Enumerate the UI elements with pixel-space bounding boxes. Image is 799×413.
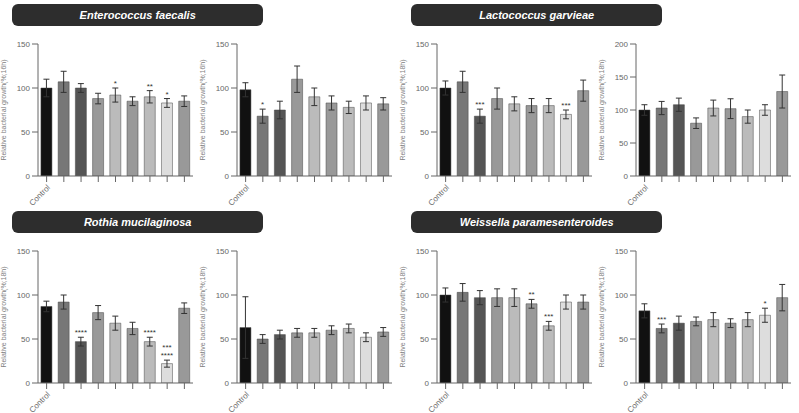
svg-text:****: **** xyxy=(75,328,87,337)
svg-text:Control: Control xyxy=(625,389,650,412)
svg-text:Relative bacterial growth(%;18: Relative bacterial growth(%;18h) xyxy=(598,266,606,367)
svg-text:0: 0 xyxy=(225,172,230,181)
svg-text:150: 150 xyxy=(17,40,31,49)
svg-text:Relative bacterial growth(%;18: Relative bacterial growth(%;18h) xyxy=(399,59,407,160)
svg-text:***: *** xyxy=(162,343,171,352)
svg-text:***: *** xyxy=(544,312,553,321)
svg-text:Control: Control xyxy=(426,183,451,206)
svg-text:**: ** xyxy=(147,82,153,91)
svg-text:50: 50 xyxy=(619,139,628,148)
svg-text:*: * xyxy=(763,299,766,308)
svg-text:Relative bacterial growth(%;18: Relative bacterial growth(%;18h) xyxy=(199,266,207,367)
svg-text:*: * xyxy=(165,90,168,99)
svg-text:Control: Control xyxy=(226,389,251,412)
svg-text:Relative bacterial growth(%;16: Relative bacterial growth(%;16h) xyxy=(199,59,207,160)
svg-text:50: 50 xyxy=(619,334,628,343)
svg-text:**: ** xyxy=(528,290,534,299)
svg-text:100: 100 xyxy=(615,106,629,115)
svg-text:100: 100 xyxy=(416,290,430,299)
svg-text:Control: Control xyxy=(27,183,52,206)
svg-text:200: 200 xyxy=(615,40,629,49)
svg-text:150: 150 xyxy=(615,246,629,255)
svg-text:100: 100 xyxy=(216,290,230,299)
svg-text:0: 0 xyxy=(624,378,629,387)
html-text:Weissella paramesenteroides: Weissella paramesenteroides xyxy=(459,215,614,228)
svg-text:150: 150 xyxy=(416,246,430,255)
html-text:Enterococcus faecalis: Enterococcus faecalis xyxy=(79,9,196,21)
svg-text:Relative bacterial growth(%;18: Relative bacterial growth(%;18h) xyxy=(8,266,9,367)
svg-text:100: 100 xyxy=(17,290,31,299)
svg-text:0: 0 xyxy=(26,378,31,387)
svg-text:Control: Control xyxy=(426,389,451,412)
svg-text:100: 100 xyxy=(416,84,430,93)
svg-text:50: 50 xyxy=(420,334,429,343)
svg-text:*: * xyxy=(114,79,117,88)
svg-text:50: 50 xyxy=(220,128,229,137)
svg-text:100: 100 xyxy=(17,84,31,93)
svg-text:***: *** xyxy=(657,315,666,324)
svg-text:150: 150 xyxy=(216,40,230,49)
svg-text:*: * xyxy=(261,100,264,109)
svg-text:50: 50 xyxy=(21,128,30,137)
svg-text:Relative bacterial growth(%;16: Relative bacterial growth(%;16h) xyxy=(8,59,9,160)
svg-text:50: 50 xyxy=(21,334,30,343)
svg-text:Control: Control xyxy=(27,389,52,412)
svg-text:0: 0 xyxy=(425,172,430,181)
svg-text:****: **** xyxy=(144,328,156,337)
svg-text:Control: Control xyxy=(226,183,251,206)
html-text:Lactococcus garvieae: Lactococcus garvieae xyxy=(479,9,595,21)
svg-text:Relative bacterial growth(%;18: Relative bacterial growth(%;18h) xyxy=(598,59,606,160)
svg-text:100: 100 xyxy=(216,84,230,93)
svg-text:0: 0 xyxy=(425,378,430,387)
svg-text:0: 0 xyxy=(26,172,31,181)
svg-text:150: 150 xyxy=(216,246,230,255)
svg-text:50: 50 xyxy=(420,128,429,137)
svg-text:100: 100 xyxy=(615,290,629,299)
svg-text:150: 150 xyxy=(17,246,31,255)
svg-text:***: *** xyxy=(561,101,570,110)
svg-text:****: **** xyxy=(161,351,173,360)
svg-text:0: 0 xyxy=(225,378,230,387)
svg-text:150: 150 xyxy=(615,73,629,82)
svg-text:150: 150 xyxy=(416,40,430,49)
svg-text:Relative bacterial growth(%;18: Relative bacterial growth(%;18h) xyxy=(399,266,407,367)
svg-text:Control: Control xyxy=(625,183,650,206)
svg-text:0: 0 xyxy=(624,172,629,181)
html-text:Rothia mucilaginosa: Rothia mucilaginosa xyxy=(83,215,192,228)
svg-text:50: 50 xyxy=(220,334,229,343)
svg-text:***: *** xyxy=(475,100,484,109)
